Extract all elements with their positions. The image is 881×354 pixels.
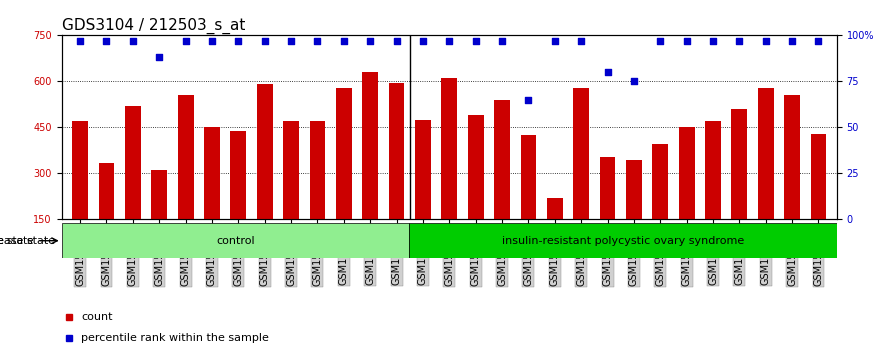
Point [574,38,589,44]
Point [759,38,773,44]
Point [389,38,403,44]
Point [653,38,667,44]
Bar [389,83,404,266]
Point [337,38,351,44]
Point [257,38,271,44]
Bar [600,156,616,266]
Bar [415,120,431,266]
Bar [705,121,721,266]
Bar [652,144,668,266]
Bar [99,163,115,266]
Bar [494,100,510,266]
Text: insulin-resistant polycystic ovary syndrome: insulin-resistant polycystic ovary syndr… [502,236,744,246]
Bar [678,127,694,266]
Bar [441,78,457,266]
Point [732,38,746,44]
Point [601,69,615,75]
Point [126,38,140,44]
Bar [283,121,299,266]
Bar [731,109,747,266]
Bar [362,72,378,266]
Point [495,38,509,44]
Bar [468,115,484,266]
Point [706,38,720,44]
Point [310,38,324,44]
Text: GDS3104 / 212503_s_at: GDS3104 / 212503_s_at [62,18,245,34]
Bar [204,127,220,266]
Bar [521,135,537,266]
Point [363,38,377,44]
Point [627,79,641,84]
Point [442,38,456,44]
Point [785,38,799,44]
Bar [547,198,563,266]
Point [416,38,430,44]
Text: disease state: disease state [0,236,56,246]
FancyBboxPatch shape [62,223,409,258]
FancyBboxPatch shape [409,223,837,258]
Bar [758,87,774,266]
Bar [178,95,194,266]
Point [152,55,167,60]
Point [232,38,246,44]
Text: control: control [216,236,255,246]
Point [548,38,562,44]
Bar [574,87,589,266]
Bar [784,95,800,266]
Bar [811,133,826,266]
Text: disease state: disease state [0,236,34,246]
Bar [626,160,642,266]
Bar [336,87,352,266]
Point [469,38,483,44]
Point [179,38,193,44]
Point [100,38,114,44]
Point [522,97,536,103]
Text: count: count [81,312,113,322]
Point [73,38,87,44]
Bar [72,121,88,266]
Bar [309,121,325,266]
Point [205,38,219,44]
Point [679,38,693,44]
Point [811,38,825,44]
Bar [125,106,141,266]
Point [284,38,298,44]
Bar [152,170,167,266]
Bar [231,131,247,266]
Bar [256,85,272,266]
Text: percentile rank within the sample: percentile rank within the sample [81,333,269,343]
